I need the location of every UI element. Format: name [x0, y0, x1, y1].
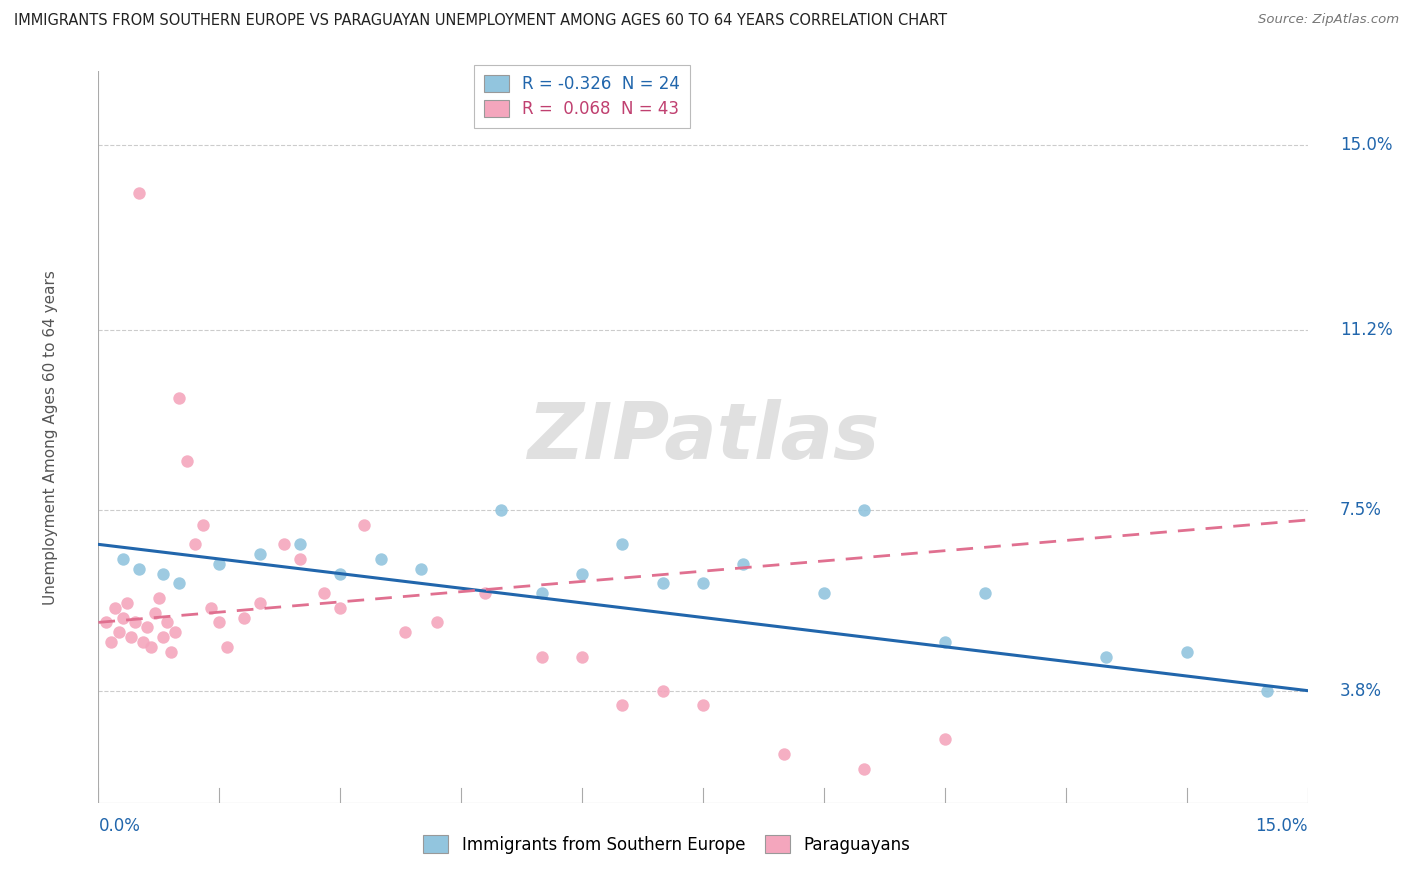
- Point: [249, 596, 271, 610]
- Point: [974, 586, 997, 600]
- Point: [1095, 649, 1118, 664]
- Point: [571, 649, 593, 664]
- Point: [120, 630, 142, 644]
- Text: Source: ZipAtlas.com: Source: ZipAtlas.com: [1258, 13, 1399, 27]
- Point: [651, 576, 673, 591]
- Point: [273, 537, 295, 551]
- Text: IMMIGRANTS FROM SOUTHERN EUROPE VS PARAGUAYAN UNEMPLOYMENT AMONG AGES 60 TO 64 Y: IMMIGRANTS FROM SOUTHERN EUROPE VS PARAG…: [14, 13, 948, 29]
- Point: [612, 698, 634, 713]
- Point: [426, 615, 449, 630]
- Point: [314, 586, 336, 600]
- Point: [167, 391, 190, 405]
- Point: [128, 562, 150, 576]
- Point: [96, 615, 118, 630]
- Point: [115, 596, 138, 610]
- Point: [353, 517, 375, 532]
- Point: [139, 640, 162, 654]
- Point: [1175, 645, 1198, 659]
- Point: [156, 615, 179, 630]
- Point: [530, 586, 553, 600]
- Text: ZIPatlas: ZIPatlas: [527, 399, 879, 475]
- Point: [193, 517, 215, 532]
- Point: [853, 762, 876, 776]
- Point: [152, 566, 174, 581]
- Point: [692, 576, 714, 591]
- Point: [143, 606, 166, 620]
- Point: [651, 683, 673, 698]
- Point: [934, 732, 956, 747]
- Point: [329, 600, 352, 615]
- Text: Unemployment Among Ages 60 to 64 years: Unemployment Among Ages 60 to 64 years: [42, 269, 58, 605]
- Point: [176, 454, 198, 468]
- Point: [107, 625, 129, 640]
- Point: [167, 576, 190, 591]
- Legend: Immigrants from Southern Europe, Paraguayans: Immigrants from Southern Europe, Paragua…: [416, 829, 917, 860]
- Point: [132, 635, 155, 649]
- Point: [813, 586, 835, 600]
- Text: 0.0%: 0.0%: [98, 817, 141, 836]
- Point: [208, 557, 231, 571]
- Text: 3.8%: 3.8%: [1340, 681, 1382, 699]
- Point: [530, 649, 553, 664]
- Point: [249, 547, 271, 561]
- Point: [733, 557, 755, 571]
- Point: [124, 615, 146, 630]
- Point: [1256, 683, 1278, 698]
- Point: [128, 186, 150, 201]
- Point: [329, 566, 352, 581]
- Point: [200, 600, 222, 615]
- Point: [111, 552, 134, 566]
- Point: [160, 645, 183, 659]
- Point: [491, 503, 513, 517]
- Text: 11.2%: 11.2%: [1340, 321, 1392, 339]
- Point: [394, 625, 416, 640]
- Point: [217, 640, 239, 654]
- Text: 15.0%: 15.0%: [1340, 136, 1392, 153]
- Text: 15.0%: 15.0%: [1256, 817, 1308, 836]
- Point: [152, 630, 174, 644]
- Point: [474, 586, 496, 600]
- Point: [370, 552, 392, 566]
- Point: [288, 552, 311, 566]
- Point: [135, 620, 157, 634]
- Point: [103, 600, 125, 615]
- Point: [232, 610, 254, 624]
- Point: [772, 747, 794, 761]
- Point: [163, 625, 186, 640]
- Point: [184, 537, 207, 551]
- Point: [571, 566, 593, 581]
- Point: [409, 562, 432, 576]
- Point: [100, 635, 122, 649]
- Point: [288, 537, 311, 551]
- Point: [934, 635, 956, 649]
- Text: 7.5%: 7.5%: [1340, 501, 1382, 519]
- Point: [612, 537, 634, 551]
- Point: [853, 503, 876, 517]
- Point: [148, 591, 170, 605]
- Point: [208, 615, 231, 630]
- Point: [692, 698, 714, 713]
- Point: [111, 610, 134, 624]
